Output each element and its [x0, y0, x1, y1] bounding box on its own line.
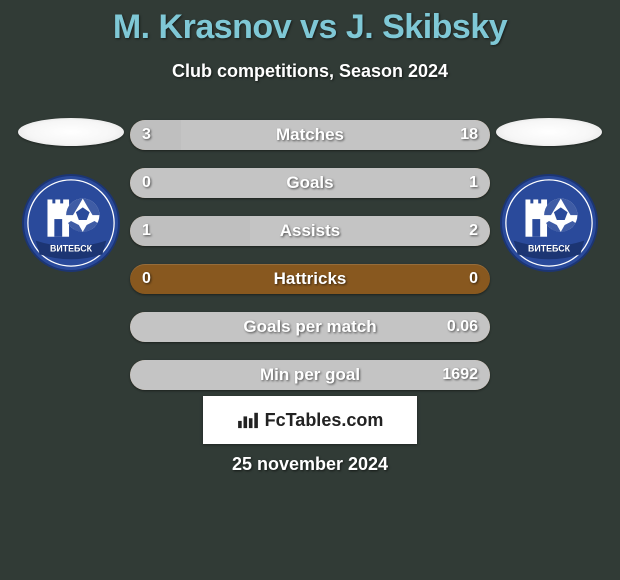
watermark-text: FcTables.com: [265, 410, 384, 431]
bar-chart-icon: [237, 411, 259, 429]
stat-row: 0.06Goals per match: [130, 312, 490, 342]
stat-row: 0 0Hattricks: [130, 264, 490, 294]
comparison-card: M. Krasnov vs J. Skibsky Club competitio…: [0, 0, 620, 580]
stat-fill-right: [130, 168, 490, 198]
stat-fill-right: [181, 120, 490, 150]
stat-fill-right: [250, 216, 490, 246]
stat-fill-left: [130, 216, 250, 246]
stat-fill-left: [130, 120, 181, 150]
content-row: ВИТЕБСК 318Matches 01Goals 12Assists 0 0Hatt…: [0, 110, 620, 390]
svg-text:ВИТЕБСК: ВИТЕБСК: [528, 243, 571, 253]
player-ellipse-placeholder: [18, 118, 124, 146]
stat-bars: 318Matches 01Goals 12Assists 0 0Hattricks 0.0…: [130, 110, 490, 390]
stat-value-right: 0: [457, 264, 490, 294]
stat-fill-right: [130, 360, 490, 390]
left-player-column: ВИТЕБСК: [12, 110, 130, 272]
team-crest-left: ВИТЕБСК: [22, 174, 120, 272]
stat-row: 01Goals: [130, 168, 490, 198]
stat-fill-right: [130, 312, 490, 342]
page-title: M. Krasnov vs J. Skibsky: [0, 0, 620, 47]
player-ellipse-placeholder: [496, 118, 602, 146]
footer-date: 25 november 2024: [0, 454, 620, 475]
right-player-column: ВИТЕБСК: [490, 110, 608, 272]
watermark-link[interactable]: FcTables.com: [203, 396, 417, 444]
stat-value-left: 0: [130, 264, 163, 294]
page-subtitle: Club competitions, Season 2024: [0, 61, 620, 82]
team-crest-right: ВИТЕБСК: [500, 174, 598, 272]
stat-label: Hattricks: [130, 264, 490, 294]
stat-row: 318Matches: [130, 120, 490, 150]
crest-text: ВИТЕБСК: [50, 243, 93, 253]
stat-row: 12Assists: [130, 216, 490, 246]
stat-row: 1692Min per goal: [130, 360, 490, 390]
